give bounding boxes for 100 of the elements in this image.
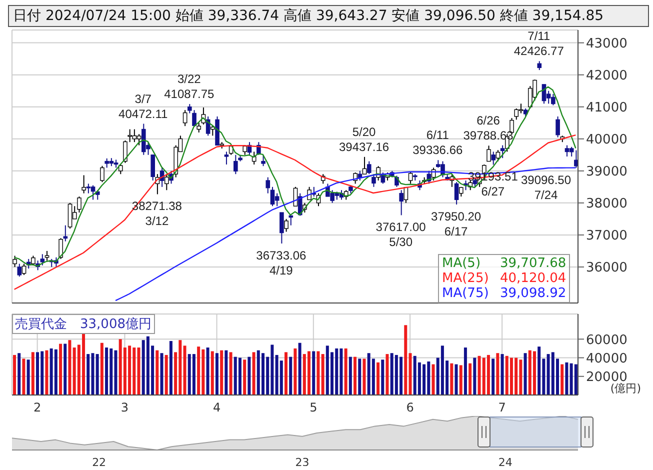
bar [500, 354, 504, 395]
bar [64, 344, 67, 395]
annotation: 3/22 41087.75 [164, 72, 215, 102]
candlestick [496, 150, 500, 162]
bar [316, 351, 320, 395]
bar [574, 364, 578, 395]
x-tick-label: 7 [498, 400, 506, 415]
text: MA(75) [442, 286, 490, 301]
y-tick-label: 38000 [586, 196, 628, 212]
bar [36, 352, 40, 395]
text: MA(25) [442, 271, 490, 286]
bar [183, 346, 186, 395]
bar [86, 354, 90, 395]
candlestick [188, 104, 192, 114]
x-tick-label: 2 [33, 400, 42, 415]
bar [22, 358, 26, 395]
candlestick [280, 212, 284, 244]
bar [538, 346, 541, 395]
candlestick [40, 254, 45, 266]
candlestick [270, 186, 275, 207]
bar [354, 356, 357, 395]
bar [450, 363, 454, 395]
chart-title: 売買代金 33,008億円 [12, 314, 154, 334]
y-tick-label: 42000 [586, 68, 628, 84]
bar [105, 348, 108, 395]
bar [192, 354, 196, 395]
annotation: 5/20 39437.16 [338, 124, 390, 154]
annotation: 7/11 42426.77 [514, 29, 564, 58]
y-tick-label: 37000 [586, 228, 628, 244]
bar [68, 340, 72, 395]
bar [376, 362, 380, 395]
candlestick [63, 224, 68, 242]
bar [252, 352, 256, 395]
bar [224, 350, 228, 395]
annotation: 40,120.04 [500, 271, 566, 286]
bar [565, 362, 568, 395]
candlestick [288, 215, 294, 226]
y-tick-label: 39000 [586, 164, 628, 180]
bar [215, 353, 218, 395]
bar [164, 354, 168, 395]
candlestick [564, 144, 570, 157]
bar [294, 348, 297, 395]
candlestick [491, 151, 496, 166]
bar [348, 356, 352, 395]
bar [248, 356, 251, 395]
x-tick-label: 4 [212, 400, 221, 415]
candlestick [500, 144, 505, 159]
annotation: 36733.06 4/19 [256, 248, 307, 278]
y-tick-label: 40000 [586, 132, 628, 148]
candlestick [486, 145, 491, 162]
x-tick-label: 5 [310, 400, 318, 415]
bar [459, 365, 462, 395]
bar [54, 349, 58, 395]
candlestick [284, 218, 288, 232]
y-tick-label: 60000 [586, 332, 628, 348]
bar [386, 354, 389, 395]
candlestick [164, 174, 169, 191]
x-tick-label: 6 [406, 400, 414, 415]
bar [156, 350, 159, 395]
chart-title: 日付 2024/07/24 15:00 始値 39,336.74 高値 39,643.27 安値 39,096.50 終値 39,154.85 [8, 5, 649, 27]
candlestick [86, 183, 91, 194]
candlestick [58, 238, 63, 260]
candlestick [234, 154, 238, 175]
candlestick [17, 263, 22, 278]
annotation: 37950.20 6/17 [431, 210, 482, 239]
annotation: 37617.00 5/30 [376, 220, 426, 250]
bar [486, 354, 490, 395]
bar [362, 358, 366, 395]
bar [59, 344, 62, 395]
bar [220, 350, 224, 395]
x-tick-label: 22 [92, 456, 106, 469]
bar [45, 350, 48, 395]
bar [18, 353, 21, 395]
candlestick [556, 116, 560, 138]
y-tick-label: 43000 [586, 36, 628, 52]
candlestick [12, 255, 17, 268]
candlestick [100, 165, 104, 183]
bar [298, 342, 302, 395]
bar [229, 352, 232, 395]
bar [464, 348, 467, 395]
candlestick [362, 156, 367, 175]
candlestick [454, 182, 459, 206]
y-axis-title: (億円) [610, 382, 641, 395]
bar [96, 354, 99, 395]
candlestick [82, 174, 86, 194]
candlestick [182, 110, 188, 127]
bar [454, 364, 458, 395]
bar [289, 356, 292, 395]
annotation: 39,098.92 [500, 286, 566, 301]
candlestick [366, 160, 372, 175]
bar [532, 351, 536, 395]
y-tick-label: 40000 [586, 351, 628, 366]
bar [312, 351, 316, 395]
candlestick [514, 108, 519, 120]
x-tick-label: 23 [295, 456, 310, 469]
bar [358, 358, 362, 395]
bar [284, 352, 288, 395]
bar [344, 348, 348, 395]
annotation: 6/11 39336.66 [412, 128, 463, 158]
candlestick [266, 176, 270, 194]
